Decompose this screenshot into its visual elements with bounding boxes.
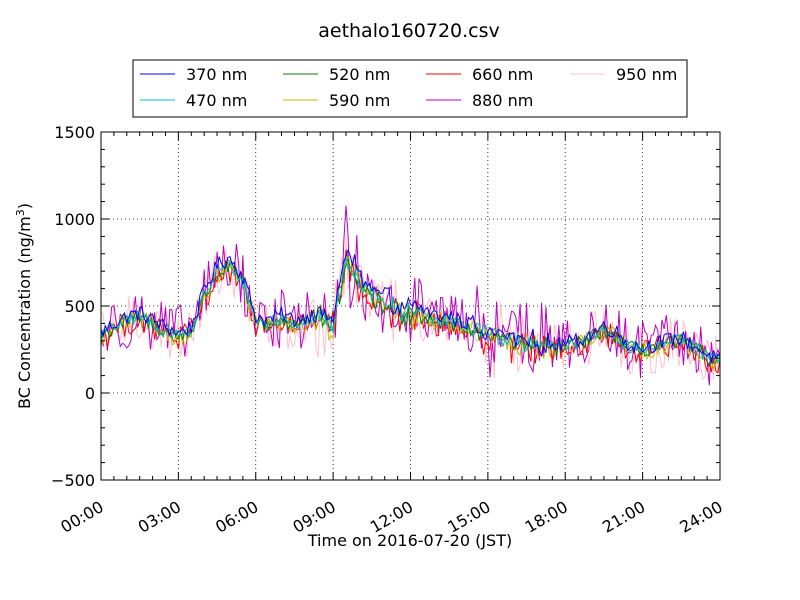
- series-line-370-nm: [101, 248, 720, 363]
- legend-label: 880 nm: [472, 91, 533, 110]
- y-tick-label: 500: [64, 297, 95, 316]
- legend-label: 660 nm: [472, 65, 533, 84]
- y-axis-label-tail: ): [15, 203, 34, 209]
- series-lines: [101, 205, 720, 386]
- legend-box: [132, 59, 688, 118]
- y-tick-label: −500: [51, 471, 95, 490]
- y-tick-label: 0: [85, 384, 95, 403]
- legend-label: 520 nm: [329, 65, 390, 84]
- y-axis-label-main: BC Concentration (ng/m: [15, 216, 34, 409]
- legend-label: 370 nm: [186, 65, 247, 84]
- x-tick-label: 00:00: [57, 497, 106, 537]
- x-tick-label: 03:00: [135, 497, 184, 537]
- y-tick-label: 1000: [54, 210, 95, 229]
- x-axis-label: Time on 2016-07-20 (JST): [307, 531, 512, 550]
- y-tick-labels: −500 0 500 1000 1500: [51, 123, 95, 490]
- y-axis-label: BC Concentration (ng/m3): [14, 203, 34, 409]
- x-tick-label: 06:00: [212, 497, 261, 537]
- x-tick-label: 18:00: [522, 497, 571, 537]
- chart-title: aethalo160720.csv: [318, 20, 500, 42]
- legend-label: 470 nm: [186, 91, 247, 110]
- x-tick-label: 24:00: [676, 497, 725, 537]
- series-line-880-nm: [101, 205, 720, 386]
- legend-label: 590 nm: [329, 91, 390, 110]
- y-axis-label-sup: 3: [14, 209, 27, 216]
- series-line-470-nm: [101, 256, 720, 365]
- plot-area: [101, 132, 720, 480]
- legend-label: 950 nm: [616, 65, 677, 84]
- legend: 370 nm 470 nm 520 nm 590 nm 660 nm 880 nm 950 …: [132, 59, 688, 118]
- x-tick-label: 21:00: [599, 497, 648, 537]
- y-tick-label: 1500: [54, 123, 95, 142]
- axis-ticks: [100, 131, 721, 481]
